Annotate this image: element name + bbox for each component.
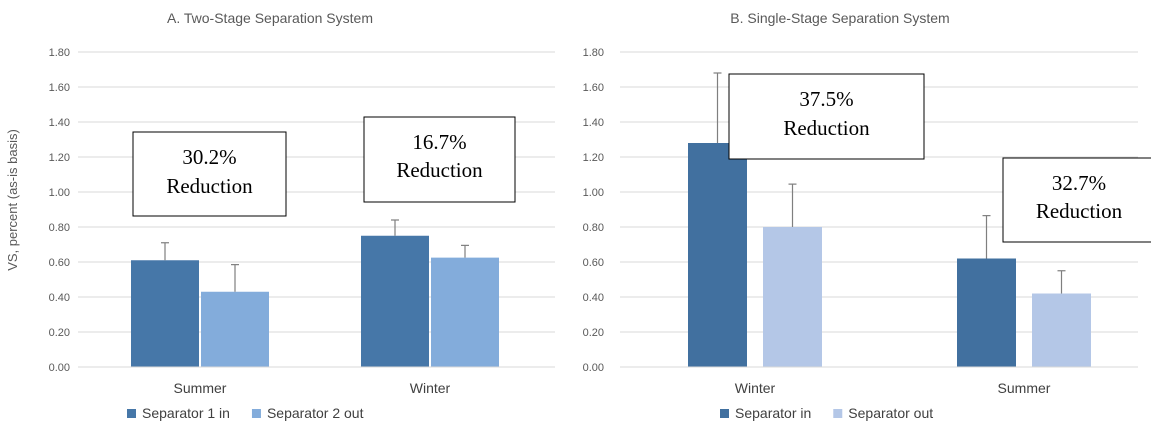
bar — [763, 227, 822, 367]
legend-swatch — [251, 409, 261, 418]
legend-swatch — [720, 409, 729, 418]
annotation-percent: 16.7% — [412, 130, 466, 154]
panel-two-stage: A. Two-Stage Separation System 0.00 0.20 0.… — [49, 10, 555, 421]
y-tick-label: 1.00 — [49, 187, 70, 199]
x-category-label: Summer — [998, 380, 1051, 396]
x-category-label: Winter — [735, 380, 776, 396]
bar — [957, 258, 1016, 367]
legend-label: Separator out — [848, 405, 933, 421]
y-tick-label: 0.60 — [583, 257, 604, 269]
x-category-label: Summer — [174, 380, 227, 396]
y-tick-label: 1.80 — [583, 47, 604, 59]
panel-single-stage: B. Single-Stage Separation System 0.00 0.2… — [583, 10, 1151, 421]
y-tick-label: 1.60 — [583, 82, 604, 94]
annotation-percent: 32.7% — [1052, 171, 1106, 195]
y-tick-label: 0.40 — [583, 292, 604, 304]
y-tick-label: 1.60 — [49, 82, 70, 94]
bar — [361, 235, 429, 367]
bar — [431, 257, 499, 367]
legend-label: Separator 2 out — [267, 405, 364, 421]
y-tick-label: 0.60 — [49, 257, 70, 269]
chart-title: A. Two-Stage Separation System — [167, 10, 373, 26]
annotation-box — [1002, 157, 1151, 243]
annotation-box — [363, 116, 516, 203]
chart-title: B. Single-Stage Separation System — [730, 10, 949, 26]
y-tick-label: 0.40 — [49, 292, 70, 304]
y-tick-label: 0.20 — [583, 327, 604, 339]
y-axis-label: VS, percent (as-is basis) — [5, 129, 20, 271]
y-tick-label: 0.80 — [49, 222, 70, 234]
y-tick-label: 1.80 — [49, 47, 70, 59]
y-tick-label: 0.80 — [583, 222, 604, 234]
x-category-label: Winter — [410, 380, 451, 396]
y-tick-label: 0.20 — [49, 327, 70, 339]
annotation-percent: 30.2% — [182, 145, 236, 169]
bar — [1032, 293, 1091, 367]
y-tick-label: 1.40 — [49, 117, 70, 129]
annotation-reduction: Reduction — [783, 116, 870, 140]
y-tick-label: 1.20 — [583, 152, 604, 164]
legend-label: Separator 1 in — [142, 405, 230, 421]
annotation-reduction: Reduction — [1036, 199, 1123, 223]
bar — [131, 260, 199, 367]
bar — [688, 143, 747, 367]
y-tick-label: 1.40 — [583, 117, 604, 129]
annotation-box — [728, 73, 925, 160]
annotation-box — [132, 131, 287, 217]
legend-label: Separator in — [735, 405, 811, 421]
y-tick-label: 0.00 — [583, 362, 604, 374]
y-tick-label: 1.00 — [583, 187, 604, 199]
y-tick-label: 1.20 — [49, 152, 70, 164]
annotation-reduction: Reduction — [166, 174, 253, 198]
bar — [201, 291, 269, 367]
legend-swatch — [833, 409, 843, 418]
annotation-percent: 37.5% — [799, 87, 853, 111]
legend-swatch — [127, 409, 136, 418]
y-tick-label: 0.00 — [49, 362, 70, 374]
annotation-reduction: Reduction — [396, 158, 483, 182]
